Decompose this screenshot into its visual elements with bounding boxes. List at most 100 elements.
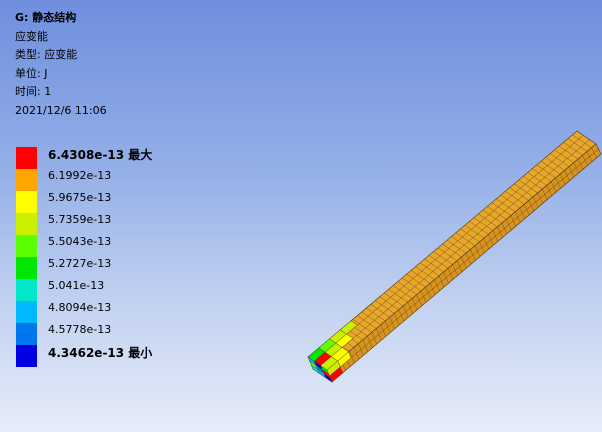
mesh-line (509, 187, 529, 201)
mesh-line (434, 279, 440, 291)
mesh-line (442, 243, 462, 258)
mesh-line (461, 256, 467, 269)
result-time: 时间: 1 (15, 85, 52, 99)
mesh-line (564, 170, 570, 181)
end-cell (323, 373, 333, 383)
mesh-line (446, 240, 467, 254)
mesh-line (376, 328, 382, 341)
legend-swatch-10 (16, 345, 37, 367)
mesh-line (514, 183, 534, 197)
result-type: 类型: 应变能 (15, 48, 78, 62)
legend-label: 6.1992e-13 (48, 169, 112, 182)
legend-swatch-9 (16, 323, 37, 345)
mesh-line (518, 179, 538, 194)
mesh-line (411, 270, 431, 284)
mesh-line (536, 164, 556, 179)
mesh-line (558, 145, 579, 160)
legend-swatch-6 (16, 257, 37, 279)
mesh-line (407, 302, 413, 314)
mesh-line (358, 343, 364, 356)
mesh-line (479, 241, 485, 253)
mesh-line (464, 225, 485, 239)
legend-label: 5.041e-13 (48, 279, 105, 292)
mesh-line (447, 268, 454, 280)
mesh-line (402, 277, 422, 292)
mesh-line (412, 298, 418, 310)
legend-label: 4.5778e-13 (48, 323, 112, 336)
mesh-line (515, 211, 521, 223)
mesh-line (415, 266, 435, 280)
mesh-line (551, 181, 557, 193)
mesh-line (403, 305, 409, 318)
legend-swatch-5 (16, 235, 37, 257)
mesh-line (371, 332, 377, 345)
mesh-line (428, 255, 449, 269)
mesh-line (554, 149, 574, 163)
legend-row: 6.1992e-13 (16, 169, 196, 191)
mesh-line (582, 155, 588, 166)
mesh-line (452, 264, 458, 276)
mesh-line (398, 309, 404, 322)
mesh-line (501, 223, 508, 234)
mesh-line (370, 304, 390, 318)
mesh-line (474, 245, 481, 257)
legend-swatch-8 (16, 301, 37, 323)
legend-label: 4.8094e-13 (48, 301, 112, 314)
mesh-line (433, 251, 453, 265)
mesh-line (366, 307, 386, 322)
mesh-line (443, 271, 449, 284)
legend-swatch-7 (16, 279, 37, 301)
mesh-line (451, 236, 471, 250)
mesh-line (424, 258, 444, 273)
mesh-line (388, 289, 408, 303)
legend-row-min: 4.3462e-13 最小 (16, 345, 196, 367)
legend-row: 4.5778e-13 (16, 323, 196, 345)
mesh-line (353, 347, 360, 360)
mesh-line (488, 234, 494, 246)
legend-swatch-2 (16, 169, 37, 191)
mesh-line (524, 204, 530, 215)
mesh-line (380, 324, 386, 337)
legend-swatch-3 (16, 191, 37, 213)
mesh-line (349, 351, 355, 364)
mesh-line (586, 151, 593, 162)
legend-row: 4.8094e-13 (16, 301, 196, 323)
mesh-line (563, 142, 583, 156)
mesh-line (577, 158, 584, 170)
mesh-line (523, 176, 543, 190)
legend-row: 5.9675e-13 (16, 191, 196, 213)
mesh-line (397, 281, 417, 295)
mesh-line (573, 162, 579, 174)
mesh-line (379, 296, 399, 310)
mesh-line (384, 292, 404, 307)
legend-row-max: 6.4308e-13 最大 (16, 147, 196, 169)
mesh-line (532, 168, 552, 182)
mesh-line (500, 194, 520, 209)
legend-swatch-4 (16, 213, 37, 235)
mesh-line (559, 174, 566, 185)
mesh-line (367, 336, 373, 348)
mesh-line (375, 300, 395, 314)
legend-row: 5.5043e-13 (16, 235, 196, 257)
legend-label: 5.2727e-13 (48, 257, 112, 270)
mesh-line (394, 313, 400, 326)
mesh-line (419, 262, 440, 276)
legend-row: 5.2727e-13 (16, 257, 196, 279)
mesh-line (527, 172, 547, 186)
legend-max-label: 6.4308e-13 最大 (48, 148, 153, 162)
result-date: 2021/12/6 11:06 (15, 103, 107, 117)
mesh-line (455, 232, 476, 246)
beam-side-face (326, 143, 602, 383)
legend-row: 5.041e-13 (16, 279, 196, 301)
mesh-line (483, 238, 490, 250)
result-quantity: 应变能 (15, 29, 48, 43)
mesh-line (546, 185, 552, 196)
mesh-line (519, 207, 525, 219)
mesh-line (491, 202, 511, 216)
legend-label: 5.5043e-13 (48, 235, 112, 248)
mesh-line (568, 166, 575, 177)
mesh-line (542, 189, 548, 200)
mesh-line (352, 319, 372, 333)
legend-min-label: 4.3462e-13 最小 (48, 346, 153, 360)
